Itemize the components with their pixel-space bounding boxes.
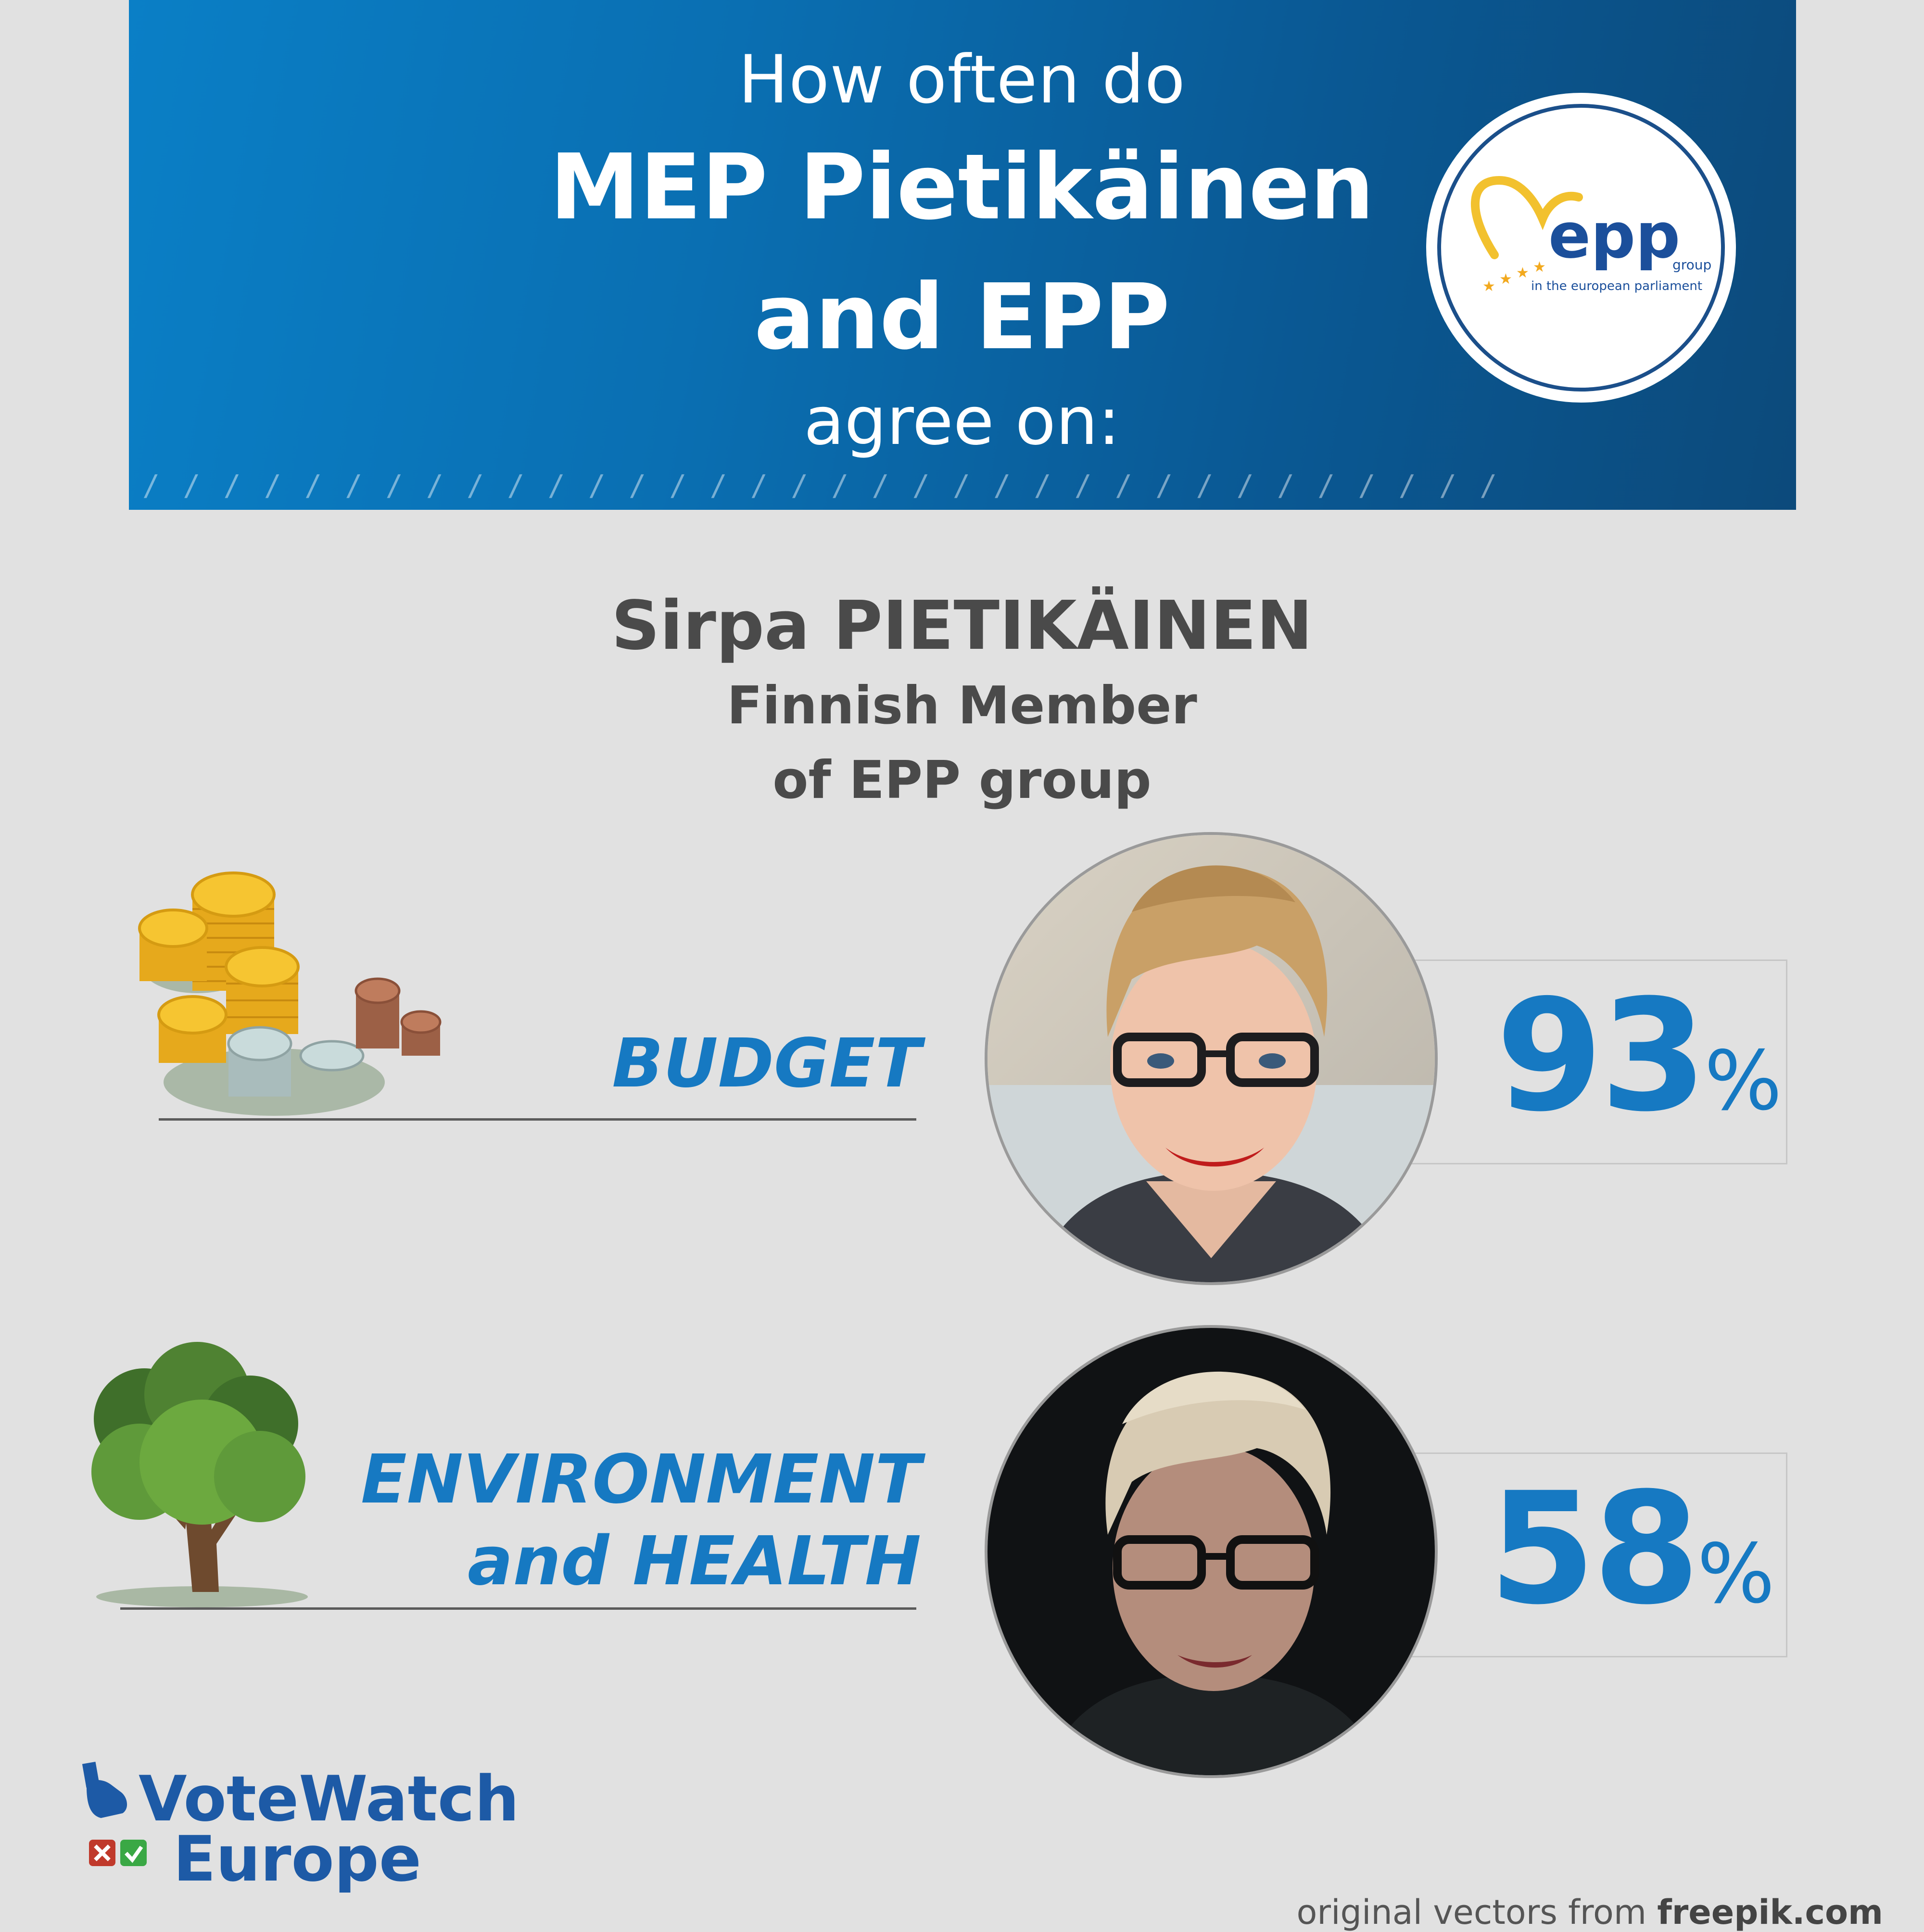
svg-text:★: ★ bbox=[1499, 271, 1512, 288]
credit-prefix: original vectors from bbox=[1296, 1893, 1658, 1932]
topic-label-health: and HEALTH bbox=[468, 1522, 921, 1601]
epp-wordmark: epp bbox=[1548, 199, 1680, 272]
member-photo-environment bbox=[985, 1325, 1438, 1778]
member-nationality: Finnish Member bbox=[727, 676, 1197, 736]
epp-sub-group: group bbox=[1672, 257, 1711, 273]
epp-logo: ★ ★ ★ ★ epp group in the european parliamen… bbox=[1426, 93, 1736, 403]
budget-percent-value: 93 bbox=[1496, 967, 1707, 1146]
member-name: Sirpa PIETIKÄINEN bbox=[611, 587, 1313, 665]
topic-label-budget: BUDGET bbox=[612, 1024, 921, 1103]
tree-icon bbox=[91, 1342, 308, 1607]
brand-line-2: Europe bbox=[173, 1822, 421, 1893]
member-group: of EPP group bbox=[772, 750, 1152, 810]
brand-line-1: VoteWatch bbox=[139, 1762, 515, 1835]
svg-text:★: ★ bbox=[1533, 259, 1546, 276]
environment-percent: 58% bbox=[1489, 1460, 1775, 1639]
footer-credit: original vectors from freepik.com bbox=[1296, 1893, 1883, 1932]
approve-box-icon bbox=[120, 1840, 147, 1866]
budget-percent: 93% bbox=[1496, 967, 1782, 1146]
budget-divider bbox=[159, 1118, 916, 1121]
header-line-3: and EPP bbox=[754, 265, 1170, 370]
decorative-slashes: / / / / / / / / / / / / / / / / / / / / … bbox=[142, 469, 1500, 503]
member-photo-budget bbox=[985, 832, 1438, 1285]
environment-percent-value: 58 bbox=[1489, 1460, 1700, 1639]
header-line-2: MEP Pietikäinen bbox=[549, 135, 1375, 240]
epp-sub-parliament: in the european parliament bbox=[1531, 279, 1702, 293]
environment-percent-symbol: % bbox=[1697, 1527, 1775, 1622]
svg-text:★: ★ bbox=[1516, 265, 1529, 281]
header-line-1: How often do bbox=[738, 41, 1186, 118]
credit-site: freepik.com bbox=[1657, 1893, 1883, 1932]
topic-label-environment: ENVIRONMENT bbox=[361, 1440, 921, 1519]
votewatch-europe-logo: VoteWatch Europe bbox=[82, 1761, 515, 1893]
votewatch-hand-icon bbox=[82, 1761, 127, 1818]
budget-percent-symbol: % bbox=[1704, 1034, 1782, 1129]
svg-text:★: ★ bbox=[1482, 278, 1495, 295]
coins-icon bbox=[138, 871, 442, 1116]
environment-divider bbox=[120, 1607, 916, 1610]
header-line-4: agree on: bbox=[804, 382, 1120, 460]
